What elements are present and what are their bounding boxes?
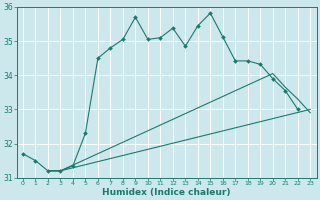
X-axis label: Humidex (Indice chaleur): Humidex (Indice chaleur) — [102, 188, 231, 197]
